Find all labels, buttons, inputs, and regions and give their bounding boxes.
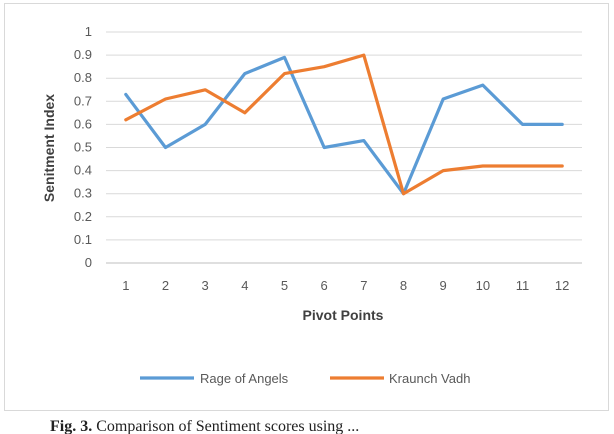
series-line-1 bbox=[124, 55, 564, 196]
x-tick-label: 9 bbox=[440, 278, 447, 293]
x-tick-label: 7 bbox=[360, 278, 367, 293]
y-tick-label: 0.3 bbox=[74, 186, 92, 201]
x-tick-labels: 1 2 3 4 5 6 7 8 9 10 11 12 bbox=[122, 278, 569, 293]
y-tick-label: 0.9 bbox=[74, 47, 92, 62]
series-lines bbox=[124, 53, 564, 196]
x-tick-label: 2 bbox=[162, 278, 169, 293]
y-tick-label: 1 bbox=[85, 24, 92, 39]
legend-label-1: Rage of Angels bbox=[200, 371, 289, 386]
x-tick-label: 1 bbox=[122, 278, 129, 293]
caption-prefix: Fig. 3. bbox=[50, 418, 93, 434]
caption-text: Comparison of Sentiment scores using ... bbox=[92, 418, 360, 434]
legend: Rage of Angels Kraunch Vadh bbox=[140, 371, 470, 386]
x-tick-label: 5 bbox=[281, 278, 288, 293]
x-tick-label: 8 bbox=[400, 278, 407, 293]
y-tick-label: 0 bbox=[85, 255, 92, 270]
y-tick-label: 0.1 bbox=[74, 232, 92, 247]
x-tick-label: 4 bbox=[241, 278, 248, 293]
y-axis-title: Senitment Index bbox=[41, 94, 57, 202]
y-tick-labels: 0 0.1 0.2 0.3 0.4 0.5 0.6 0.7 0.8 0.9 1 bbox=[74, 24, 92, 270]
y-tick-label: 0.4 bbox=[74, 163, 92, 178]
figure-caption: Fig. 3. Comparison of Sentiment scores u… bbox=[50, 418, 610, 434]
x-axis-title: Pivot Points bbox=[303, 307, 384, 323]
y-tick-label: 0.5 bbox=[74, 140, 92, 155]
x-tick-label: 10 bbox=[476, 278, 490, 293]
x-tick-label: 3 bbox=[202, 278, 209, 293]
y-tick-label: 0.7 bbox=[74, 93, 92, 108]
x-tick-label: 11 bbox=[516, 278, 530, 293]
x-tick-label: 6 bbox=[321, 278, 328, 293]
y-tick-label: 0.8 bbox=[74, 70, 92, 85]
legend-label-2: Kraunch Vadh bbox=[389, 371, 470, 386]
series-line-2 bbox=[124, 53, 564, 196]
y-tick-label: 0.2 bbox=[74, 209, 92, 224]
y-tick-label: 0.6 bbox=[74, 116, 92, 131]
x-tick-label: 12 bbox=[555, 278, 569, 293]
gridlines bbox=[106, 31, 582, 264]
